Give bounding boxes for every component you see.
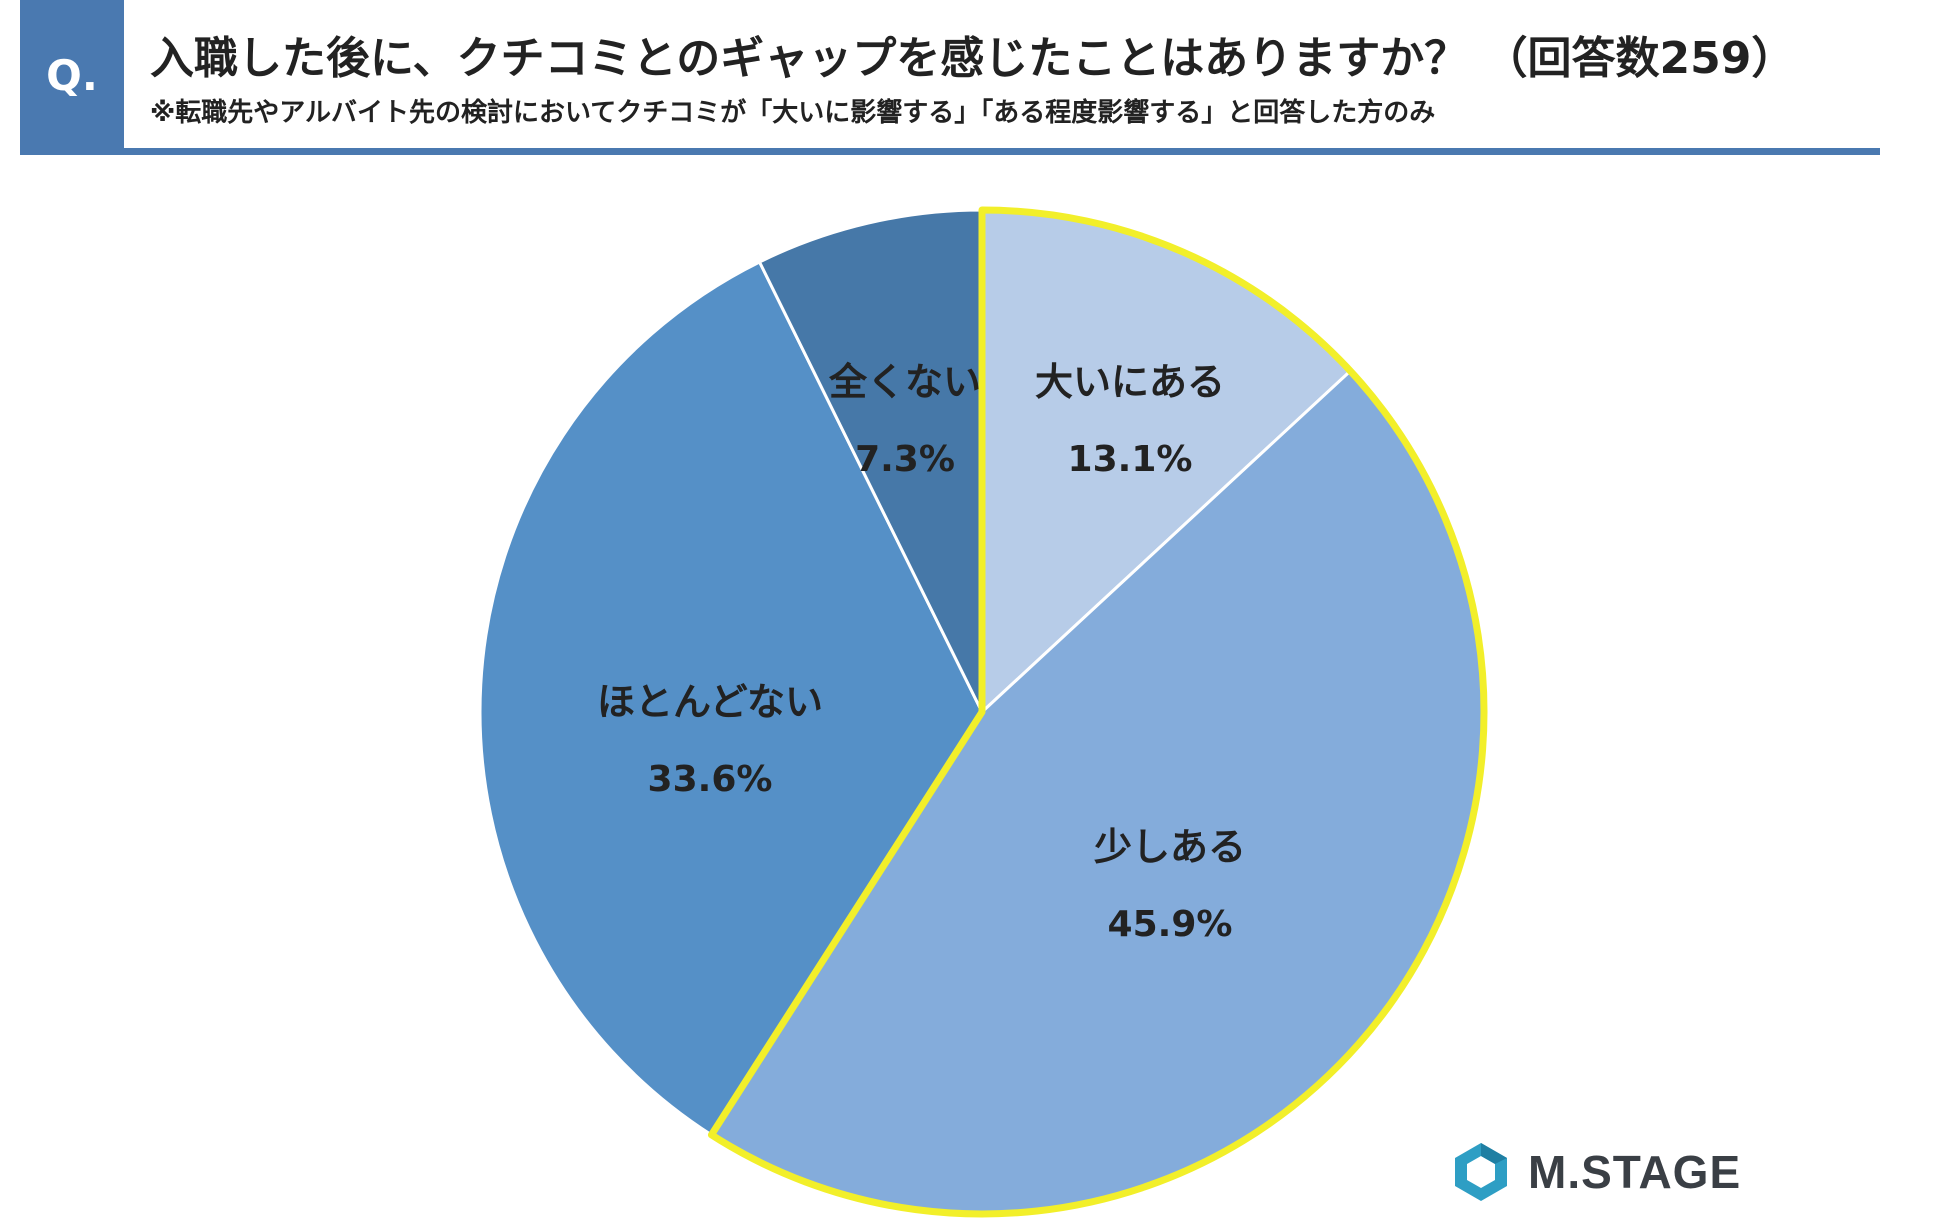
slice-label-3: ほとんどない — [597, 680, 823, 724]
slice-label-4: 全くない — [828, 360, 981, 404]
logo-text: M.STAGE — [1528, 1146, 1742, 1198]
highlight-outline — [707, 206, 1488, 1218]
brand-logo: M.STAGE — [1450, 1140, 1741, 1204]
header-divider — [20, 148, 1880, 155]
slice-value-1: 13.1% — [1068, 439, 1193, 480]
chart-title: 入職した後に、クチコミとのギャップを感じたことはありますか？ （回答数259） — [150, 33, 1796, 84]
chart-subtitle: ※転職先やアルバイト先の検討においてクチコミが「大いに影響する」「ある程度影響す… — [150, 98, 1436, 128]
pie-slice-3 — [478, 259, 984, 1137]
slice-value-2: 45.9% — [1108, 904, 1233, 945]
pie-slice-4 — [757, 208, 984, 713]
slice-label-2: 少しある — [1094, 825, 1246, 869]
slice-value-4: 7.3% — [855, 439, 955, 480]
slice-value-3: 33.6% — [648, 759, 773, 800]
question-badge: Q. — [20, 0, 124, 150]
slice-label-1: 大いにある — [1035, 360, 1225, 404]
hexagon-logo-icon — [1455, 1143, 1507, 1201]
header: Q. 入職した後に、クチコミとのギャップを感じたことはありますか？ （回答数25… — [20, 0, 1880, 155]
